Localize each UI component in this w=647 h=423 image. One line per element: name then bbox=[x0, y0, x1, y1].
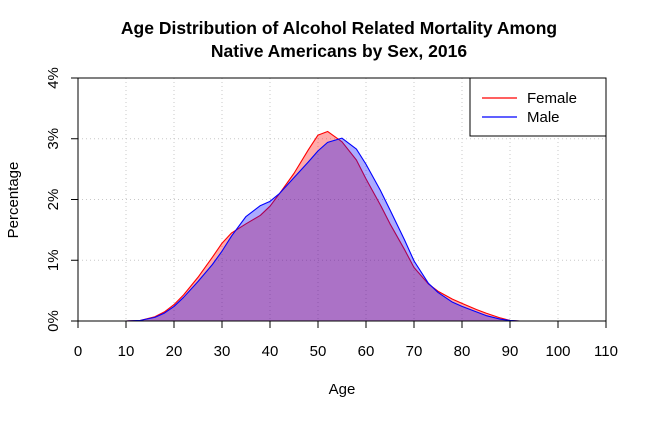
y-tick-label-3: 3% bbox=[45, 128, 62, 150]
density-areas bbox=[125, 130, 530, 322]
x-tick-label-40: 40 bbox=[262, 343, 279, 360]
legend-female-label: Female bbox=[527, 90, 577, 107]
x-tick-label-70: 70 bbox=[406, 343, 423, 360]
y-axis-label: Percentage bbox=[5, 162, 22, 239]
male-density-fill bbox=[126, 138, 530, 321]
y-axis: 0% 1% 2% 3% 4% bbox=[45, 67, 78, 332]
x-tick-label-100: 100 bbox=[545, 343, 570, 360]
x-tick-label-0: 0 bbox=[74, 343, 82, 360]
x-tick-label-30: 30 bbox=[214, 343, 231, 360]
x-tick-label-110: 110 bbox=[594, 343, 618, 360]
female-density-fill bbox=[126, 131, 520, 321]
legend-male-label: Male bbox=[527, 109, 560, 126]
male-density-line bbox=[125, 137, 530, 322]
chart-title-line-2: Native Americans by Sex, 2016 bbox=[211, 41, 467, 61]
x-axis-label: Age bbox=[329, 381, 356, 398]
x-tick-label-50: 50 bbox=[310, 343, 327, 360]
x-tick-label-90: 90 bbox=[502, 343, 519, 360]
y-tick-label-1: 1% bbox=[45, 249, 62, 271]
x-tick-label-10: 10 bbox=[118, 343, 135, 360]
y-tick-label-0: 0% bbox=[45, 310, 62, 332]
chart-title-line-1: Age Distribution of Alcohol Related Mort… bbox=[121, 18, 557, 38]
legend-box bbox=[469, 77, 607, 137]
y-tick-label-2: 2% bbox=[45, 189, 62, 211]
y-tick-label-4: 4% bbox=[45, 67, 62, 89]
x-tick-label-60: 60 bbox=[358, 343, 375, 360]
x-tick-label-20: 20 bbox=[166, 343, 183, 360]
female-density-line bbox=[125, 130, 520, 322]
legend: Female Male bbox=[469, 77, 607, 137]
x-axis: 0 10 20 30 40 50 60 70 80 90 100 110 bbox=[74, 321, 618, 360]
x-tick-label-80: 80 bbox=[454, 343, 471, 360]
